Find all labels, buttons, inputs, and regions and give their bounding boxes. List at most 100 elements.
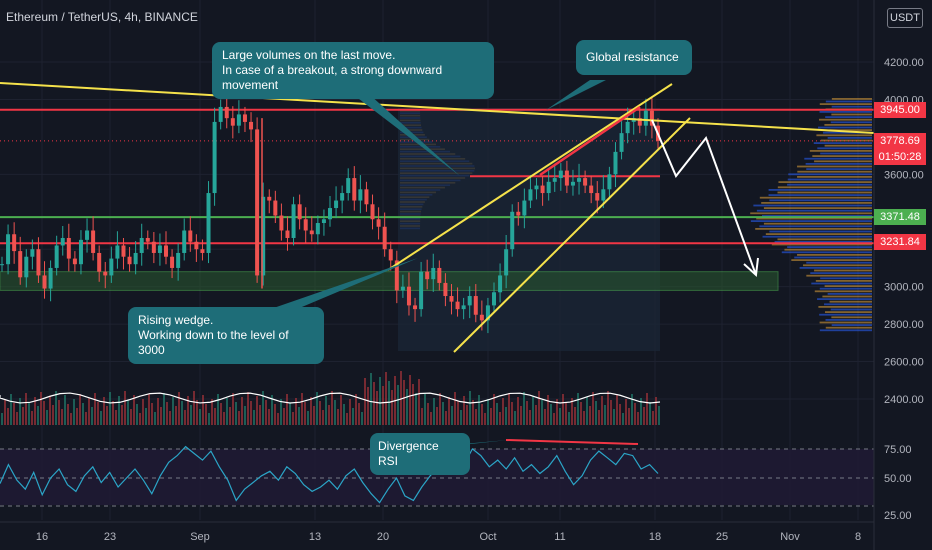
candle-body: [352, 178, 357, 201]
rsi-tick-label: 50.00: [884, 473, 912, 485]
volume-bar: [463, 396, 465, 425]
volume-bar: [601, 396, 603, 425]
volume-bar: [331, 391, 333, 425]
volume-profile-bar: [825, 100, 872, 103]
candle-body: [127, 256, 132, 265]
volume-bar: [544, 409, 546, 425]
volume-bar: [16, 412, 18, 425]
volume-bar: [232, 393, 234, 425]
volume-profile-bar: [829, 300, 872, 303]
volume-bar: [616, 395, 618, 425]
volume-bar: [82, 403, 84, 425]
volume-bar: [109, 392, 111, 425]
volume-bar: [193, 391, 195, 425]
volume-bar: [517, 397, 519, 425]
volume-profile-bar: [831, 324, 872, 326]
volume-bar: [100, 411, 102, 425]
candle-body: [607, 174, 612, 190]
candle-body: [151, 241, 156, 253]
wedge-region: [398, 108, 660, 351]
volume-profile-bar: [816, 134, 872, 137]
candle-body: [546, 181, 551, 194]
volume-bar: [94, 393, 96, 425]
volume-profile-bar: [824, 144, 872, 147]
volume-bar: [340, 395, 342, 425]
candle-body: [522, 200, 527, 216]
volume-profile-bar: [755, 228, 872, 230]
volume-bar: [487, 399, 489, 425]
volume-bar: [406, 389, 408, 425]
volume-bar: [310, 397, 312, 425]
volume-bar: [427, 403, 429, 425]
rsi-divergence-line: [505, 439, 639, 445]
volume-bar: [112, 401, 114, 425]
volume-profile-bar: [799, 267, 872, 269]
volume-bar: [124, 391, 126, 425]
volume-profile-bar: [762, 215, 872, 217]
volume-bar: [643, 407, 645, 425]
volume-bar: [586, 397, 588, 425]
volume-bar: [304, 402, 306, 425]
volume-profile-bar: [756, 217, 872, 220]
projection-arrowhead: [743, 257, 759, 278]
volume-bar: [43, 401, 45, 425]
candle-body: [42, 275, 47, 289]
volume-profile-bar: [777, 186, 872, 189]
volume-bar: [127, 400, 129, 425]
volume-bar: [334, 400, 336, 425]
volume-bar: [58, 400, 60, 425]
candle-body: [413, 305, 418, 310]
candle-body: [504, 249, 509, 276]
volume-bar: [526, 401, 528, 425]
annotation-wedge-pointer: [262, 258, 418, 312]
candle-body: [309, 230, 314, 235]
volume-profile-bar: [817, 147, 872, 150]
candle-body: [218, 106, 223, 122]
candle-body: [485, 305, 490, 321]
volume-profile-bar: [824, 124, 872, 126]
volume-bar: [1, 413, 3, 425]
volume-bar: [145, 408, 147, 425]
annotation-volumes[interactable]: Large volumes on the last move. In case …: [212, 42, 494, 99]
candle-body: [121, 245, 126, 257]
currency-button[interactable]: USDT: [887, 8, 923, 28]
volume-profile-bar: [797, 176, 872, 178]
volume-bar: [520, 406, 522, 425]
volume-bar: [634, 403, 636, 425]
candle-body: [376, 219, 381, 227]
volume-bar: [70, 413, 72, 425]
volume-profile-bar: [831, 98, 872, 100]
volume-bar: [139, 413, 141, 425]
volume-bar: [541, 400, 543, 425]
volume-profile-bar: [814, 269, 872, 272]
candle-body: [285, 230, 290, 238]
x-tick-label: 8: [855, 531, 861, 543]
candle-body: [279, 215, 284, 231]
volume-bar: [382, 386, 384, 425]
y-tick-label: 3000.00: [884, 282, 924, 294]
volume-profile-bar: [791, 259, 872, 261]
candle-body: [637, 118, 642, 126]
volume-bar: [373, 382, 375, 425]
volume-bar: [604, 405, 606, 425]
volume-bar: [343, 404, 345, 425]
annotation-resistance[interactable]: Global resistance: [576, 40, 692, 75]
annotation-wedge[interactable]: Rising wedge. Working down to the level …: [128, 307, 324, 364]
volume-profile-bar: [787, 183, 872, 186]
volume-profile-bar: [819, 111, 872, 113]
volume-bar: [607, 391, 609, 425]
candle-body: [182, 230, 187, 253]
volume-bar: [259, 405, 261, 425]
y-tick-label: 3600.00: [884, 169, 924, 181]
candle-body: [212, 121, 217, 194]
volume-bar: [13, 403, 15, 425]
annotation-divergence[interactable]: Divergence RSI: [370, 433, 470, 475]
volume-bar: [34, 397, 36, 425]
candle-body: [595, 193, 600, 201]
volume-bar: [169, 411, 171, 425]
x-tick-label: 13: [309, 531, 321, 543]
candle-body: [589, 185, 594, 194]
volume-bar: [295, 398, 297, 425]
candle-body: [358, 189, 363, 201]
